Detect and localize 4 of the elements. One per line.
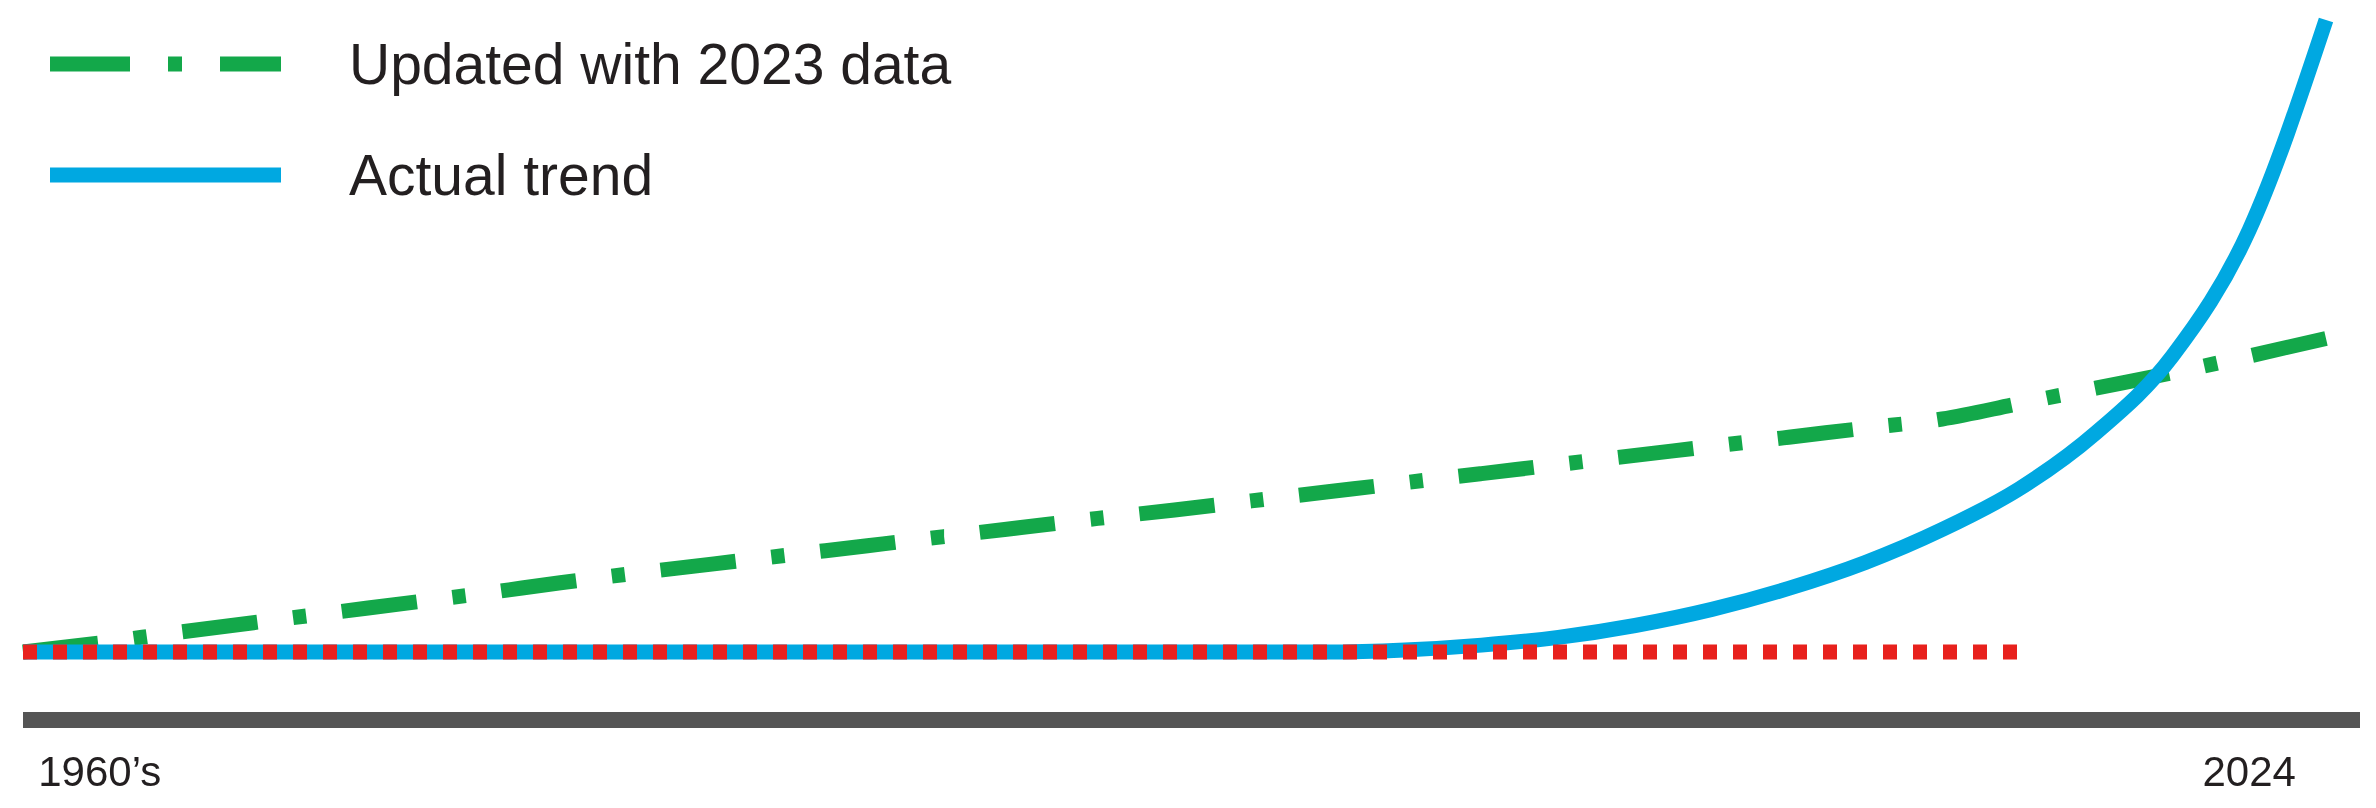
x-tick-label: 1960’s [38, 748, 162, 795]
legend-label: Updated with 2023 data [349, 32, 952, 96]
x-tick-label: 2024 [2202, 748, 2296, 795]
legend-label: Actual trend [349, 143, 654, 207]
